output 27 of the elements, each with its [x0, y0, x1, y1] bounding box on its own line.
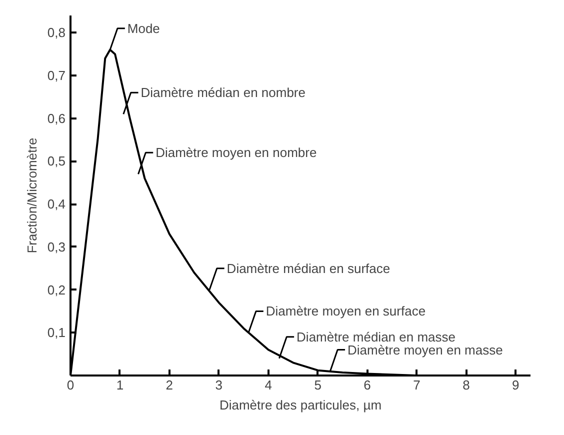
y-tick-label: 0,5: [47, 154, 66, 169]
x-tick-label: 2: [166, 378, 174, 392]
x-tick-label: 3: [215, 378, 223, 392]
y-tick-label: 0,7: [47, 68, 66, 83]
x-tick-label: 7: [413, 378, 420, 392]
y-tick-label: 0,3: [47, 239, 66, 254]
annotation: Mode: [127, 20, 160, 36]
x-tick-label: 9: [512, 378, 520, 392]
y-tick-label: 0,1: [47, 325, 66, 340]
annotation: Diamètre moyen en surface: [266, 304, 426, 319]
annotation: Diamètre moyen en nombre: [156, 145, 317, 160]
y-tick-label: 0,8: [47, 25, 66, 40]
x-tick-label: 5: [314, 378, 322, 392]
annotation: Diamètre moyen en masse: [347, 342, 503, 358]
x-axis-title: Diamètre des particules, µm: [219, 398, 382, 412]
x-tick-label: 0: [66, 378, 74, 392]
y-tick-label: 0,4: [47, 196, 66, 212]
y-tick-label: 0,2: [47, 282, 66, 298]
x-tick-label: 1: [116, 378, 124, 392]
annotation: Diamètre médian en surface: [226, 260, 390, 276]
y-axis-title: Fraction/Micromètre: [24, 138, 40, 254]
annotation: Diamètre médian en nombre: [140, 85, 306, 100]
x-tick-label: 4: [264, 378, 272, 392]
x-tick-label: 6: [364, 378, 371, 392]
y-tick-label: 0,6: [47, 110, 66, 126]
x-tick-label: 8: [462, 378, 470, 392]
annotation: Diamètre médian en masse: [296, 329, 456, 344]
